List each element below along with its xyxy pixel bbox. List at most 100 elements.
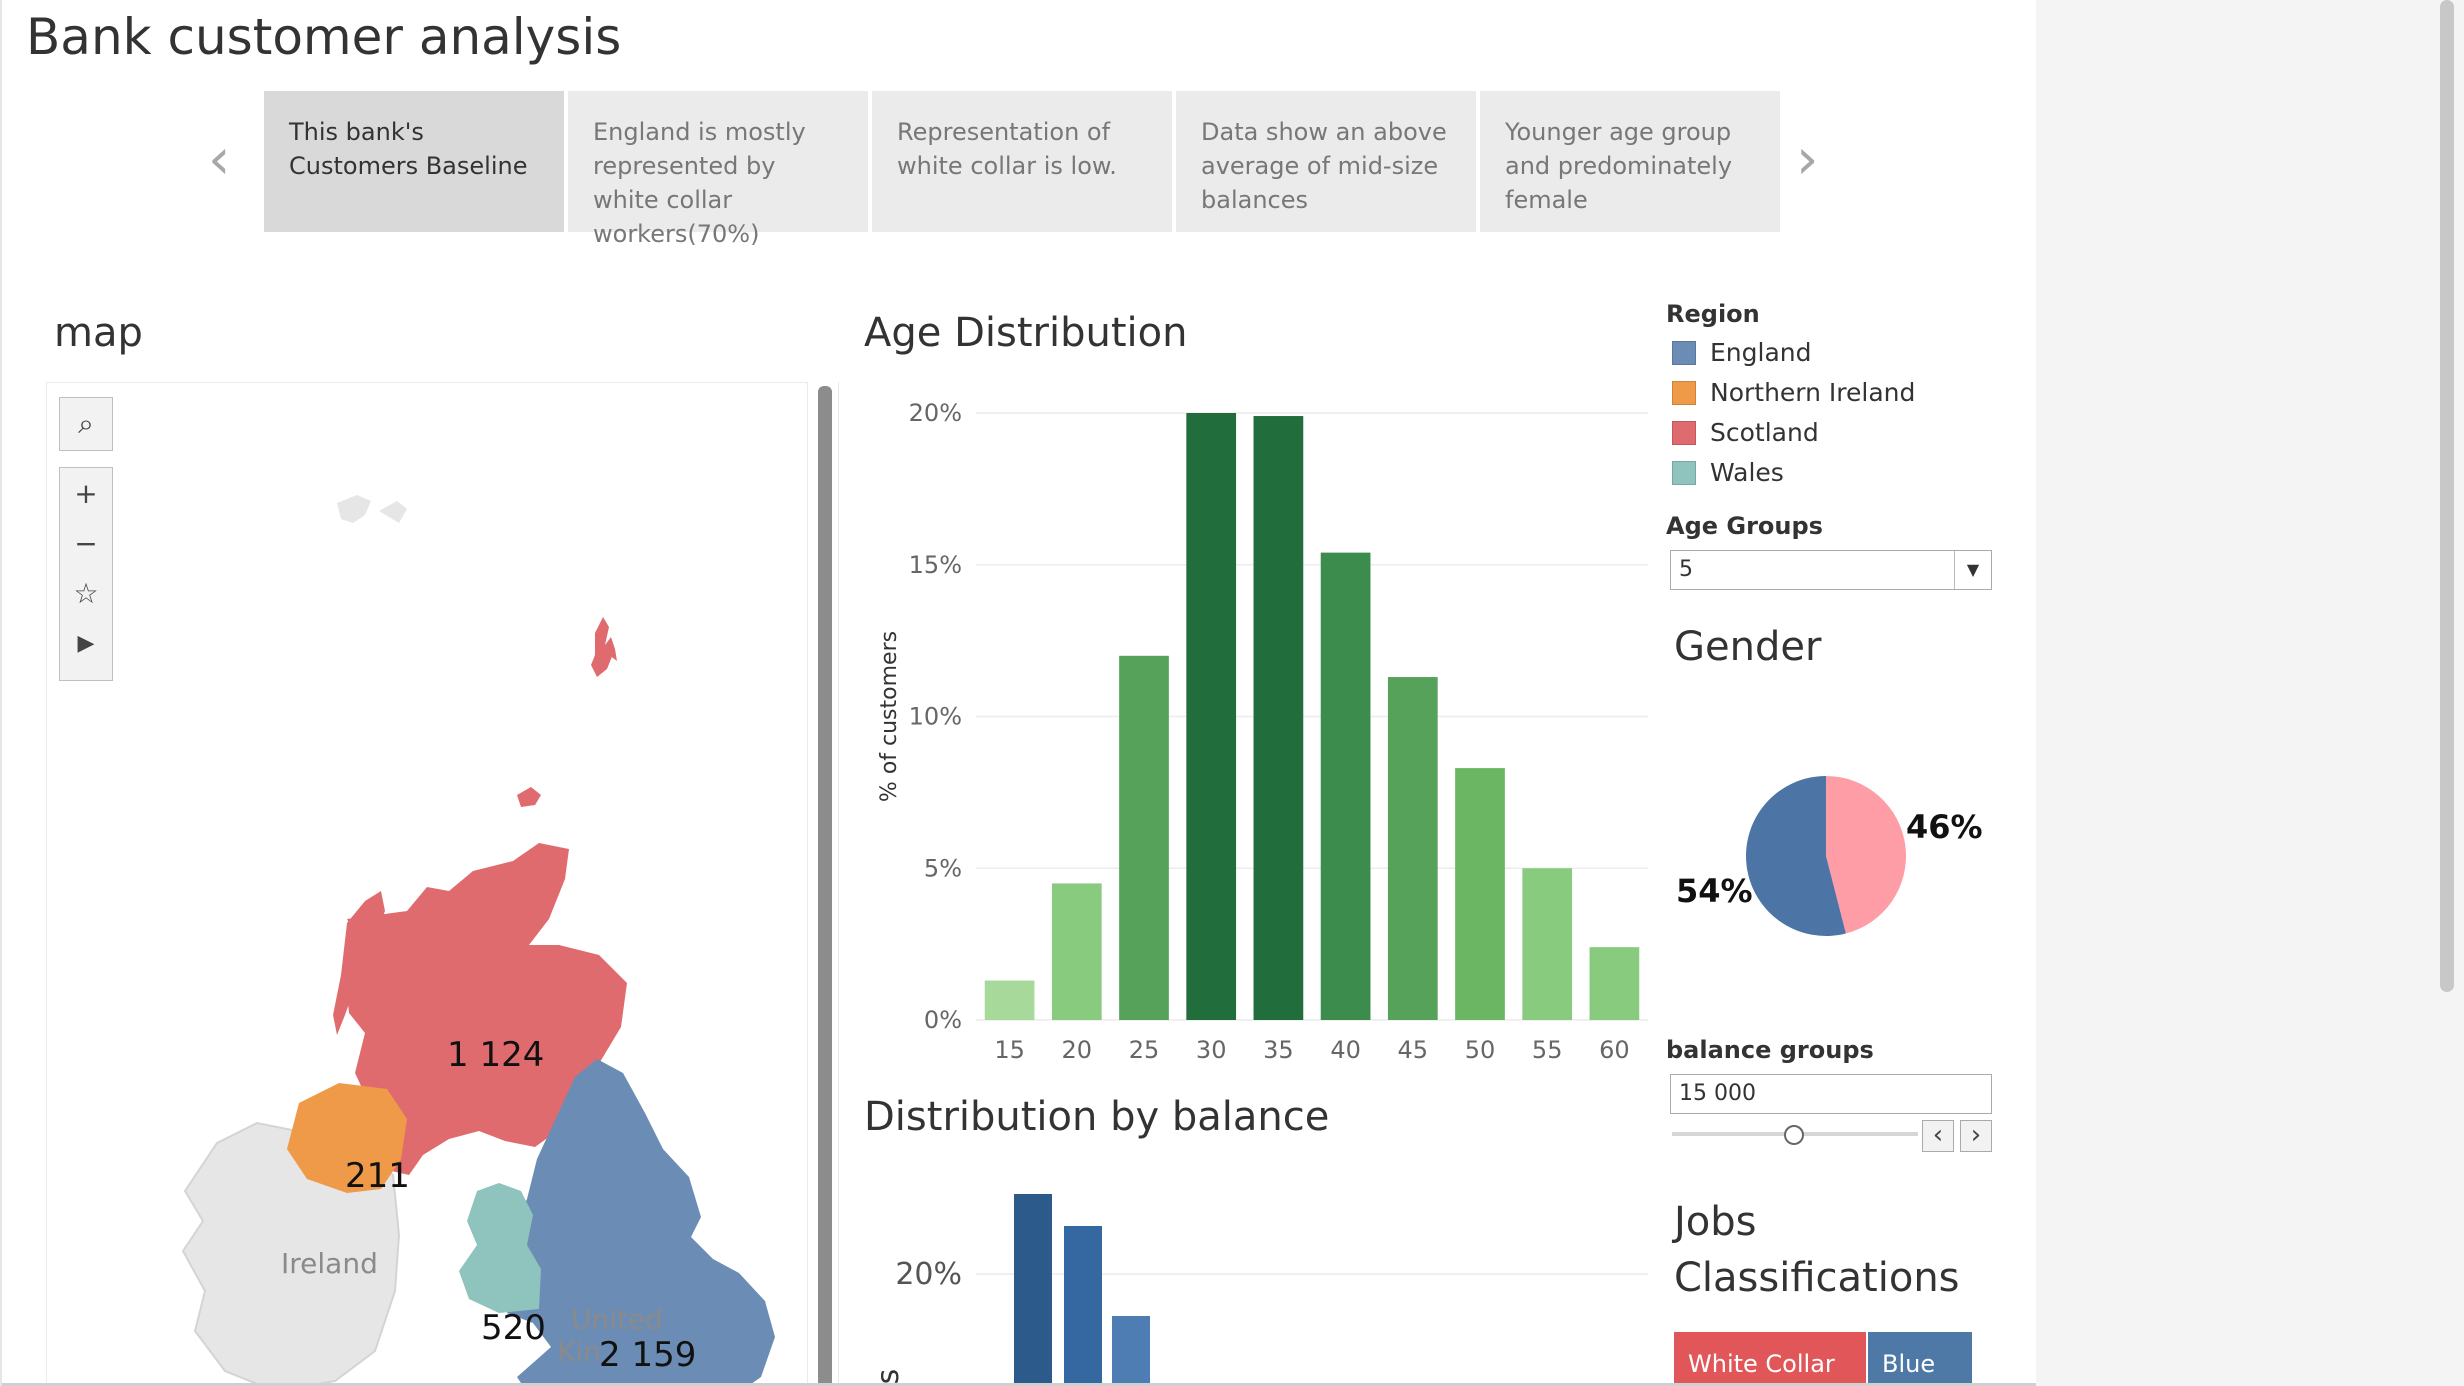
pie-slice-male[interactable]	[1746, 776, 1846, 936]
age-bar-55[interactable]	[1522, 868, 1573, 1020]
story-point-3[interactable]: Representation of white collar is low.	[872, 91, 1172, 232]
map-label-scotland: 1 124	[447, 1035, 545, 1075]
map-label-wales: 520	[481, 1308, 546, 1348]
x-tick-label: 45	[1398, 1036, 1429, 1064]
map-label-northern-ireland: 211	[345, 1156, 410, 1196]
zoom-in-icon[interactable]: +	[74, 476, 98, 510]
jobs-title: Jobs Classifications	[1674, 1194, 1960, 1306]
balance-bar-2[interactable]	[1064, 1226, 1102, 1386]
age-distribution-chart: 0% 5% 10% 15% 20% 15 20 25 30 35 40 45 50 55 60 % of cu…	[877, 399, 1648, 1064]
legend-item-wales[interactable]: Wales	[1672, 458, 1784, 487]
x-tick-label: 50	[1465, 1036, 1496, 1064]
map-toolbar: + − ☆ ▶	[59, 467, 113, 681]
map-place-uk-2: Kin	[557, 1335, 601, 1368]
legend-label: Scotland	[1710, 418, 1819, 447]
dashboard: Bank customer analysis ‹ This bank's Cus…	[0, 0, 2036, 1386]
map-shape-wales	[459, 1183, 541, 1313]
legend-item-england[interactable]: England	[1672, 338, 1812, 367]
zoom-out-icon[interactable]: −	[74, 526, 98, 560]
reset-pin-icon[interactable]: ☆	[73, 576, 99, 610]
region-legend-title: Region	[1666, 300, 1760, 328]
map-label-england: 2 159	[599, 1335, 697, 1375]
search-icon: ⌕	[78, 407, 94, 440]
chevron-down-icon[interactable]: ▼	[1954, 551, 1991, 589]
slider-prev-button[interactable]: ‹	[1922, 1120, 1954, 1152]
y-tick-label: 5%	[924, 854, 962, 882]
pie-slice-female[interactable]	[1826, 776, 1906, 934]
balance-groups-label: balance groups	[1666, 1036, 1874, 1064]
panel-divider	[838, 382, 839, 1386]
balance-groups-input[interactable]: 15 000	[1670, 1074, 1992, 1114]
page-title: Bank customer analysis	[26, 8, 622, 66]
story-prev-arrow[interactable]: ‹	[208, 127, 231, 192]
y-tick-label: 15%	[909, 551, 962, 579]
x-tick-label: 55	[1532, 1036, 1563, 1064]
balance-groups-value: 15 000	[1679, 1081, 1756, 1106]
x-tick-label: 20	[1062, 1036, 1093, 1064]
pie-label-female: 46%	[1906, 808, 1983, 846]
map-view[interactable]: ⌕ + − ☆ ▶ 1 124 211 520 2 159 Ireland Un…	[46, 382, 808, 1386]
y-tick-label: 10%	[909, 703, 962, 731]
jobs-title-line1: Jobs	[1674, 1199, 1757, 1245]
jobs-title-line2: Classifications	[1674, 1255, 1960, 1301]
map-place-uk-1: United	[571, 1303, 663, 1336]
map-place-ireland: Ireland	[281, 1247, 378, 1280]
uk-map[interactable]	[47, 383, 807, 1386]
age-bar-20[interactable]	[1051, 883, 1102, 1020]
age-bar-30[interactable]	[1186, 413, 1237, 1020]
balance-distribution-chart: 20% ers	[871, 1194, 1648, 1386]
age-groups-value: 5	[1679, 557, 1693, 582]
story-next-arrow[interactable]: ›	[1796, 127, 1819, 192]
map-shape-faroe	[337, 495, 407, 523]
age-bar-15[interactable]	[984, 980, 1035, 1020]
balance-bar-3[interactable]	[1112, 1316, 1150, 1386]
legend-swatch	[1672, 380, 1696, 405]
pie-label-male: 54%	[1676, 872, 1753, 910]
legend-label: Wales	[1710, 458, 1784, 487]
story-point-2[interactable]: England is mostly represented by white c…	[568, 91, 868, 248]
x-tick-label: 35	[1263, 1036, 1294, 1064]
story-point-4[interactable]: Data show an above average of mid-size b…	[1176, 91, 1476, 232]
y-axis-label: % of customers	[877, 631, 902, 802]
map-shape-northern-ireland	[287, 1083, 407, 1193]
x-tick-label: 60	[1599, 1036, 1630, 1064]
balance-slider-thumb[interactable]	[1784, 1125, 1804, 1145]
job-bar-white-collar[interactable]: White Collar	[1674, 1332, 1866, 1386]
map-shape-shetland	[591, 617, 617, 677]
legend-item-scotland[interactable]: Scotland	[1672, 418, 1819, 447]
expand-toolbar-icon[interactable]: ▶	[77, 630, 95, 656]
age-bar-50[interactable]	[1455, 768, 1505, 1020]
bottom-edge	[2, 1383, 2036, 1386]
x-tick-label: 30	[1196, 1036, 1227, 1064]
story-point-1[interactable]: This bank's Customers Baseline	[264, 91, 564, 232]
age-bar-35[interactable]	[1253, 416, 1304, 1020]
age-chart-title: Age Distribution	[864, 310, 1188, 356]
story-point-5[interactable]: Younger age group and predominately fema…	[1480, 91, 1780, 232]
y-tick-label: 0%	[924, 1006, 962, 1034]
panel-scrollbar[interactable]	[818, 386, 832, 1386]
map-title: map	[54, 310, 143, 356]
age-groups-dropdown[interactable]: 5 ▼	[1670, 550, 1992, 590]
x-tick-label: 40	[1330, 1036, 1361, 1064]
map-shape-orkney	[517, 787, 541, 807]
map-shape-england	[507, 1059, 775, 1386]
legend-item-northern-ireland[interactable]: Northern Ireland	[1672, 378, 1915, 407]
map-search-tool[interactable]: ⌕	[59, 397, 113, 451]
age-bar-25[interactable]	[1119, 655, 1169, 1020]
y-axis-label: ers	[871, 1369, 906, 1386]
x-tick-label: 25	[1129, 1036, 1160, 1064]
age-bar-60[interactable]	[1589, 947, 1640, 1020]
legend-swatch	[1672, 460, 1696, 485]
browser-scrollbar[interactable]	[2440, 0, 2454, 992]
browser-margin	[2036, 0, 2464, 1386]
age-bar-40[interactable]	[1320, 552, 1371, 1020]
age-bar-45[interactable]	[1387, 677, 1438, 1020]
gender-title: Gender	[1674, 624, 1822, 670]
balance-bar-1[interactable]	[1014, 1194, 1052, 1386]
balance-chart-title: Distribution by balance	[864, 1094, 1330, 1140]
slider-next-button[interactable]: ›	[1960, 1120, 1992, 1152]
legend-label: Northern Ireland	[1710, 378, 1916, 407]
job-bar-blue-collar[interactable]: Blue	[1868, 1332, 1972, 1386]
legend-swatch	[1672, 340, 1696, 365]
y-tick-label: 20%	[895, 1257, 962, 1292]
